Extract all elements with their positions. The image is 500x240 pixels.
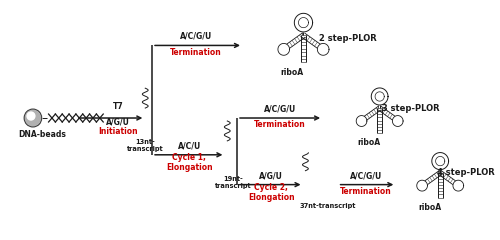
Text: 13nt-
transcript: 13nt- transcript: [127, 139, 164, 152]
Text: A/G/U: A/G/U: [106, 118, 130, 126]
Text: A/C/G/U: A/C/G/U: [180, 32, 212, 41]
Text: riboA: riboA: [358, 138, 380, 147]
Text: Cycle 1,
Elongation: Cycle 1, Elongation: [166, 153, 212, 173]
Text: Termination: Termination: [254, 120, 306, 129]
Text: riboA: riboA: [280, 68, 303, 77]
Circle shape: [27, 112, 35, 120]
Text: Termination: Termination: [340, 187, 392, 196]
Text: A/C/U: A/C/U: [178, 141, 201, 150]
Text: 37nt-transcript: 37nt-transcript: [300, 204, 356, 210]
Text: 4 step-PLOR: 4 step-PLOR: [436, 168, 494, 177]
Text: Termination: Termination: [170, 48, 222, 57]
Text: A/C/G/U: A/C/G/U: [264, 105, 296, 114]
Text: T7: T7: [112, 102, 124, 111]
Text: 2 step-PLOR: 2 step-PLOR: [318, 34, 376, 43]
Text: A/G/U: A/G/U: [260, 171, 283, 180]
Text: A/C/G/U: A/C/G/U: [350, 171, 382, 180]
Text: 19nt-
transcript: 19nt- transcript: [215, 176, 252, 189]
Text: Cycle 2,
Elongation: Cycle 2, Elongation: [248, 183, 294, 202]
Text: Initiation: Initiation: [98, 127, 138, 136]
Text: DNA-beads: DNA-beads: [18, 130, 66, 139]
Circle shape: [24, 109, 42, 127]
Text: 3 step-PLOR: 3 step-PLOR: [382, 104, 440, 113]
Text: riboA: riboA: [419, 203, 442, 212]
